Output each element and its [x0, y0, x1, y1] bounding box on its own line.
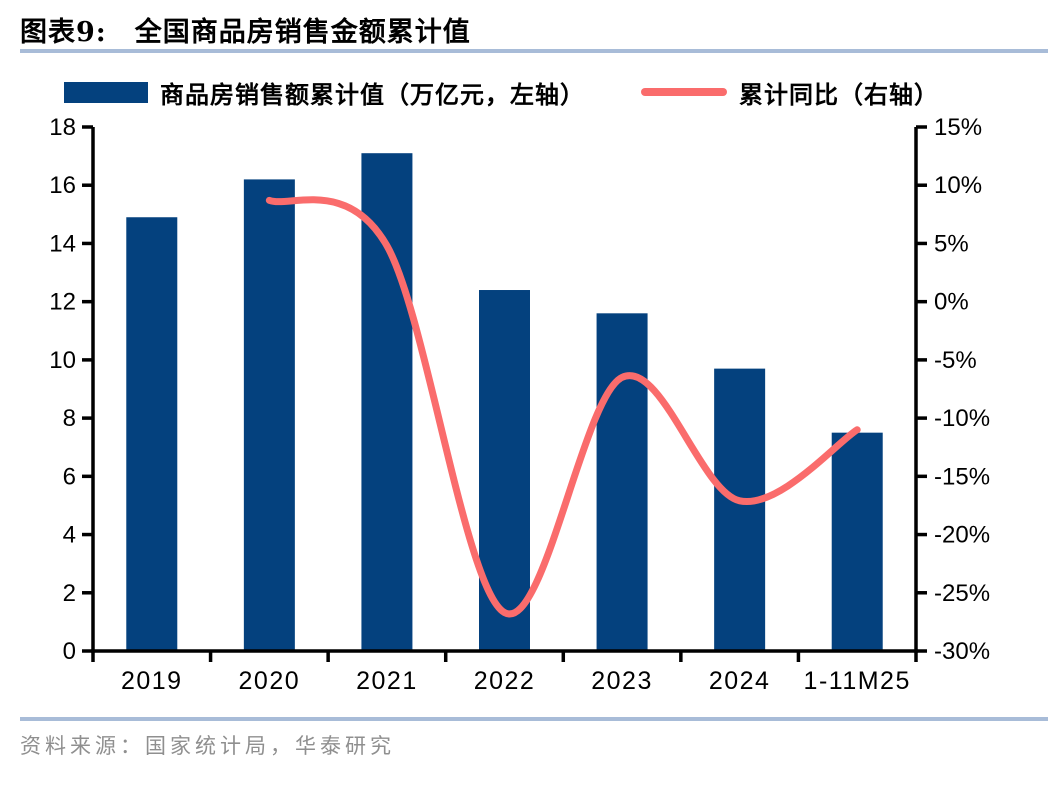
legend-item-line-series: 累计同比（右轴） [641, 75, 939, 110]
right-tick-label: 15% [934, 114, 982, 141]
legend-item-bar-series: 商品房销售额累计值（万亿元，左轴） [64, 75, 585, 110]
x-label-2019: 2019 [121, 667, 183, 695]
left-tick-label: 18 [49, 114, 76, 141]
title-underline [20, 49, 1048, 53]
x-label-2021: 2021 [356, 667, 418, 695]
x-label-2020: 2020 [239, 667, 301, 695]
left-tick-label: 16 [49, 172, 76, 199]
right-tick-label: -20% [934, 522, 990, 549]
right-tick-label: 0% [934, 289, 969, 316]
line-series-swatch [641, 88, 727, 96]
source-note: 资料来源：国家统计局，华泰研究 [20, 734, 395, 758]
right-tick-label: -5% [934, 347, 977, 374]
right-tick-label: 5% [934, 230, 969, 257]
figure-name: 全国商品房销售金额累计值 [134, 17, 471, 48]
combo-chart: 0 2 4 6 8 10 12 14 16 18 15% 10% 5% 0% -5% -10% -15% -20%… [49, 114, 990, 695]
right-tick-label: -10% [934, 405, 990, 432]
bar-2024 [714, 368, 766, 651]
left-tick-label: 12 [49, 289, 76, 316]
right-tick-label: -25% [934, 580, 990, 607]
bar-series [126, 153, 883, 651]
bar-2021 [361, 153, 413, 651]
x-label-1-11M25: 1-11M25 [804, 667, 911, 695]
right-tick-label: -30% [934, 638, 990, 665]
bar-2020 [243, 179, 295, 651]
left-tick-label: 0 [63, 638, 76, 665]
axes [91, 127, 918, 653]
left-tick-label: 10 [49, 347, 76, 374]
yoy-line [265, 196, 861, 618]
legend: 商品房销售额累计值（万亿元，左轴） 累计同比（右轴） [64, 79, 1048, 109]
left-tick-label: 4 [63, 522, 76, 549]
left-tick-label: 2 [63, 580, 76, 607]
x-label-2024: 2024 [709, 667, 771, 695]
source-divider [20, 717, 1048, 721]
bar-series-label: 商品房销售额累计值（万亿元，左轴） [160, 79, 585, 109]
bar-1-11M25 [831, 432, 883, 651]
left-axis: 0 2 4 6 8 10 12 14 16 18 [49, 114, 93, 665]
right-tick-label: -15% [934, 463, 990, 490]
figure-number: 图表9: [20, 17, 107, 48]
x-label-2022: 2022 [474, 667, 536, 695]
left-tick-label: 6 [63, 463, 76, 490]
left-tick-label: 8 [63, 405, 76, 432]
right-tick-label: 10% [934, 172, 982, 199]
left-tick-label: 14 [49, 230, 76, 257]
bar-2019 [126, 217, 178, 651]
figure-title: 图表9: 全国商品房销售金额累计值 [0, 0, 1048, 48]
right-axis: 15% 10% 5% 0% -5% -10% -15% -20% -25% -30% [916, 114, 990, 665]
line-series-label: 累计同比（右轴） [739, 79, 939, 109]
bar-2023 [596, 313, 648, 651]
bar-series-swatch [64, 81, 148, 103]
bar-2022 [479, 290, 530, 651]
x-label-2023: 2023 [591, 667, 653, 695]
x-axis: 2019 2020 2021 2022 2023 2024 1-11M25 [91, 651, 918, 695]
